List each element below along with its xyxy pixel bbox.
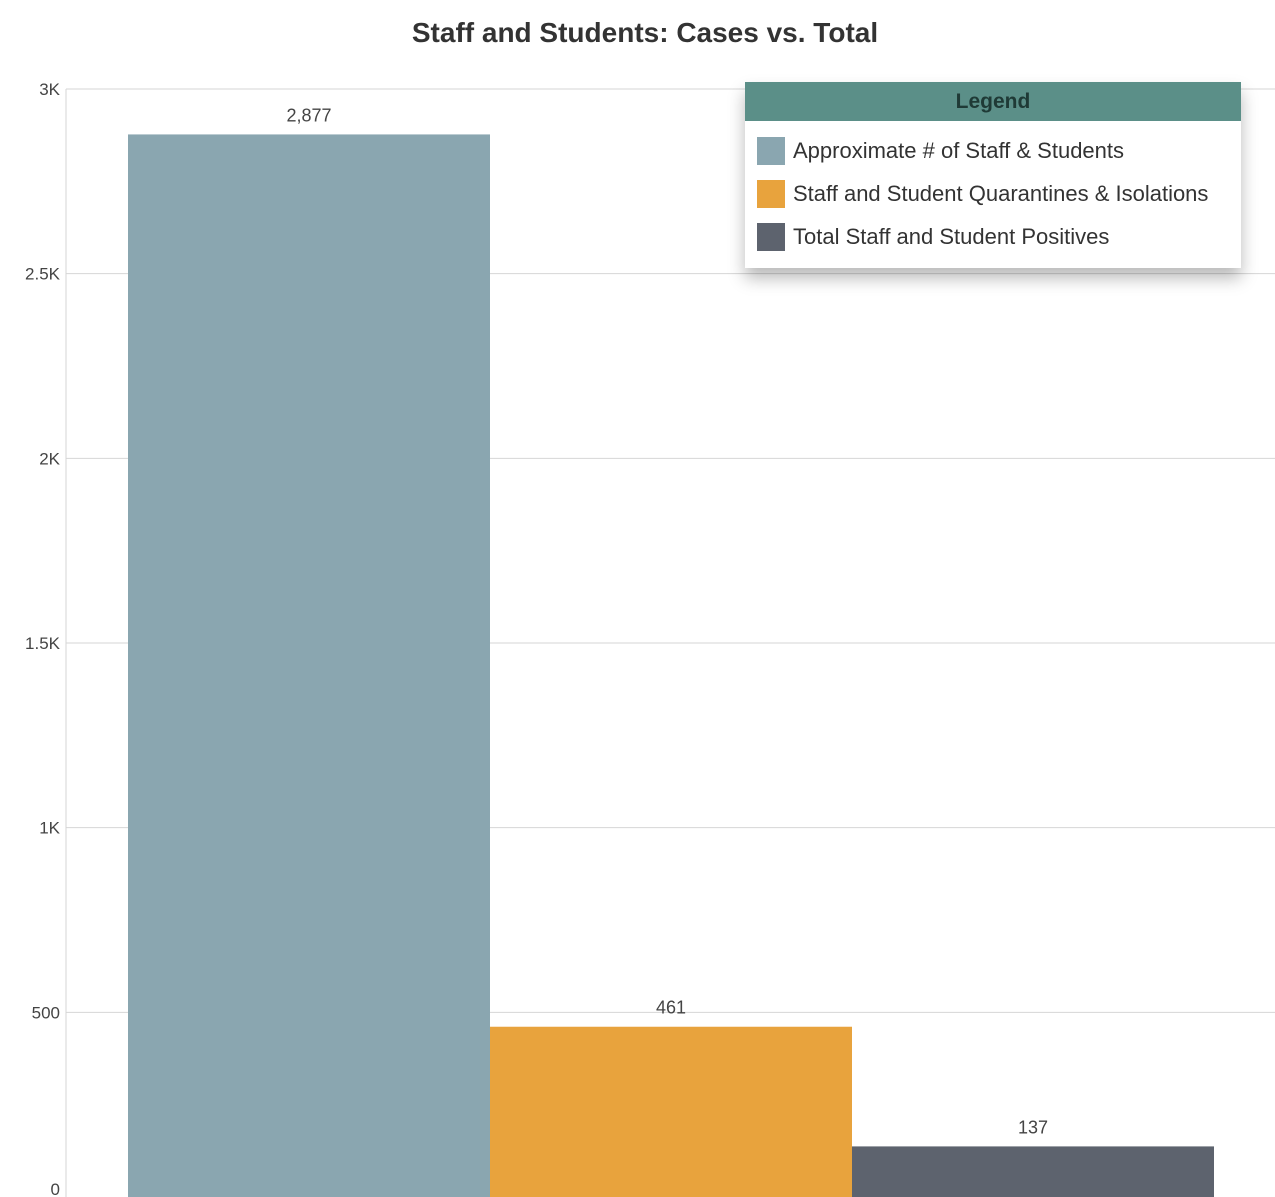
data-label: 137 bbox=[1018, 1117, 1048, 1137]
y-tick-label: 500 bbox=[32, 1003, 60, 1022]
legend-label: Approximate # of Staff & Students bbox=[793, 137, 1125, 163]
legend-item[interactable]: Approximate # of Staff & Students bbox=[757, 129, 1241, 172]
legend: Legend Approximate # of Staff & Students… bbox=[745, 82, 1241, 268]
y-tick-label: 3K bbox=[39, 80, 60, 99]
y-tick-label: 2.5K bbox=[25, 265, 61, 284]
y-tick-label: 1.5K bbox=[25, 634, 61, 653]
bar[interactable] bbox=[852, 1146, 1214, 1197]
legend-swatch bbox=[757, 136, 785, 165]
legend-list: Approximate # of Staff & Students Staff a… bbox=[745, 121, 1241, 258]
legend-title: Legend bbox=[745, 82, 1241, 121]
data-label: 2,877 bbox=[286, 105, 331, 125]
bar[interactable] bbox=[490, 1026, 852, 1197]
y-axis-ticks: 0 500 1K 1.5K 2K 2.5K 3K bbox=[25, 80, 61, 1197]
legend-swatch bbox=[757, 222, 785, 251]
y-tick-label: 0 bbox=[51, 1180, 60, 1197]
y-tick-label: 1K bbox=[39, 819, 60, 838]
data-labels: 2,877 461 137 bbox=[286, 105, 1048, 1137]
legend-label: Total Staff and Student Positives bbox=[793, 223, 1110, 249]
legend-swatch bbox=[757, 179, 785, 208]
y-tick-label: 2K bbox=[39, 449, 60, 468]
data-label: 461 bbox=[656, 998, 686, 1018]
legend-item[interactable]: Staff and Student Quarantines & Isolatio… bbox=[757, 172, 1241, 215]
bars bbox=[128, 134, 1214, 1197]
legend-label: Staff and Student Quarantines & Isolatio… bbox=[793, 180, 1209, 206]
legend-item[interactable]: Total Staff and Student Positives bbox=[757, 215, 1241, 258]
chart-title: Staff and Students: Cases vs. Total bbox=[412, 17, 878, 48]
bar[interactable] bbox=[128, 134, 490, 1197]
